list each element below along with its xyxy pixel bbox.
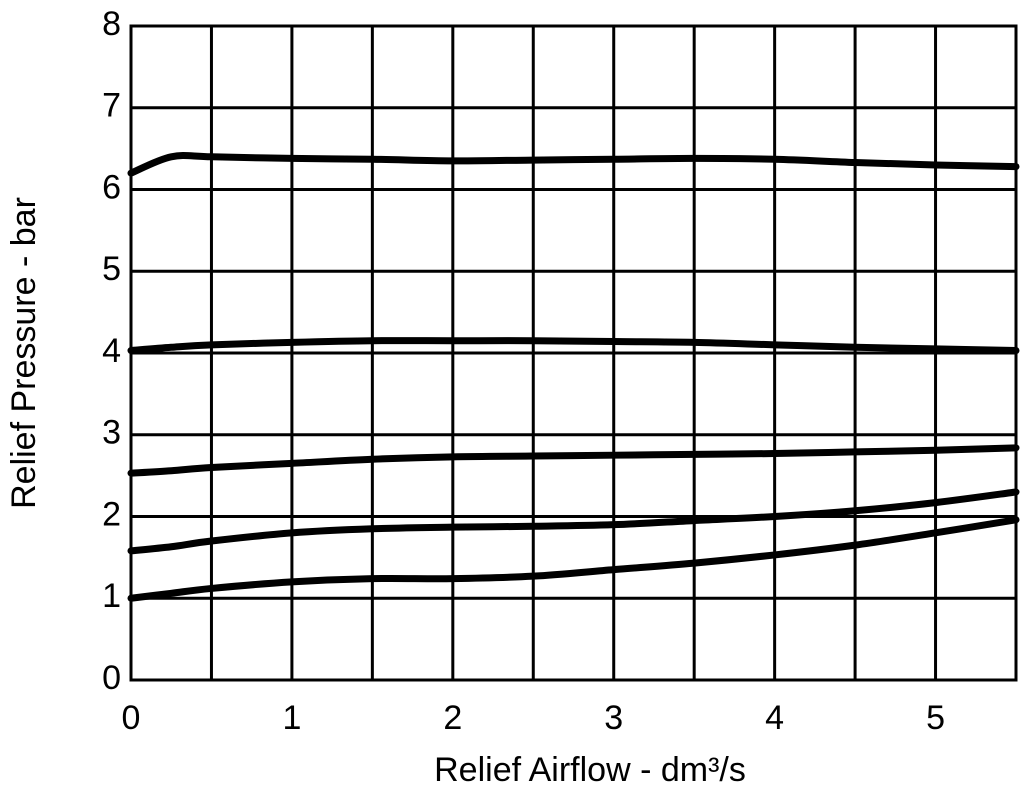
- x-tick-label: 4: [765, 699, 784, 737]
- y-tick-label: 8: [102, 5, 121, 43]
- y-tick-label: 2: [102, 495, 121, 533]
- y-axis-title: Relief Pressure - bar: [5, 197, 43, 509]
- line-series: [127, 337, 1020, 355]
- y-tick-label: 6: [102, 168, 121, 206]
- y-tick-label: 3: [102, 414, 121, 452]
- line-series: [127, 516, 1020, 602]
- x-tick-label: 5: [926, 699, 945, 737]
- y-tick-label: 1: [102, 577, 121, 615]
- y-tick-label: 4: [102, 332, 121, 370]
- y-tick-label: 5: [102, 250, 121, 288]
- x-tick-label: 3: [604, 699, 623, 737]
- y-tick-label: 7: [102, 87, 121, 125]
- x-axis-title: Relief Airflow - dm³/s: [434, 751, 746, 789]
- x-tick-label: 1: [282, 699, 301, 737]
- line-series: [127, 488, 1020, 555]
- x-tick-label: 2: [443, 699, 462, 737]
- line-series: [127, 444, 1020, 477]
- x-tick-label: 0: [122, 699, 141, 737]
- line-series: [127, 152, 1020, 177]
- y-tick-label: 0: [102, 659, 121, 697]
